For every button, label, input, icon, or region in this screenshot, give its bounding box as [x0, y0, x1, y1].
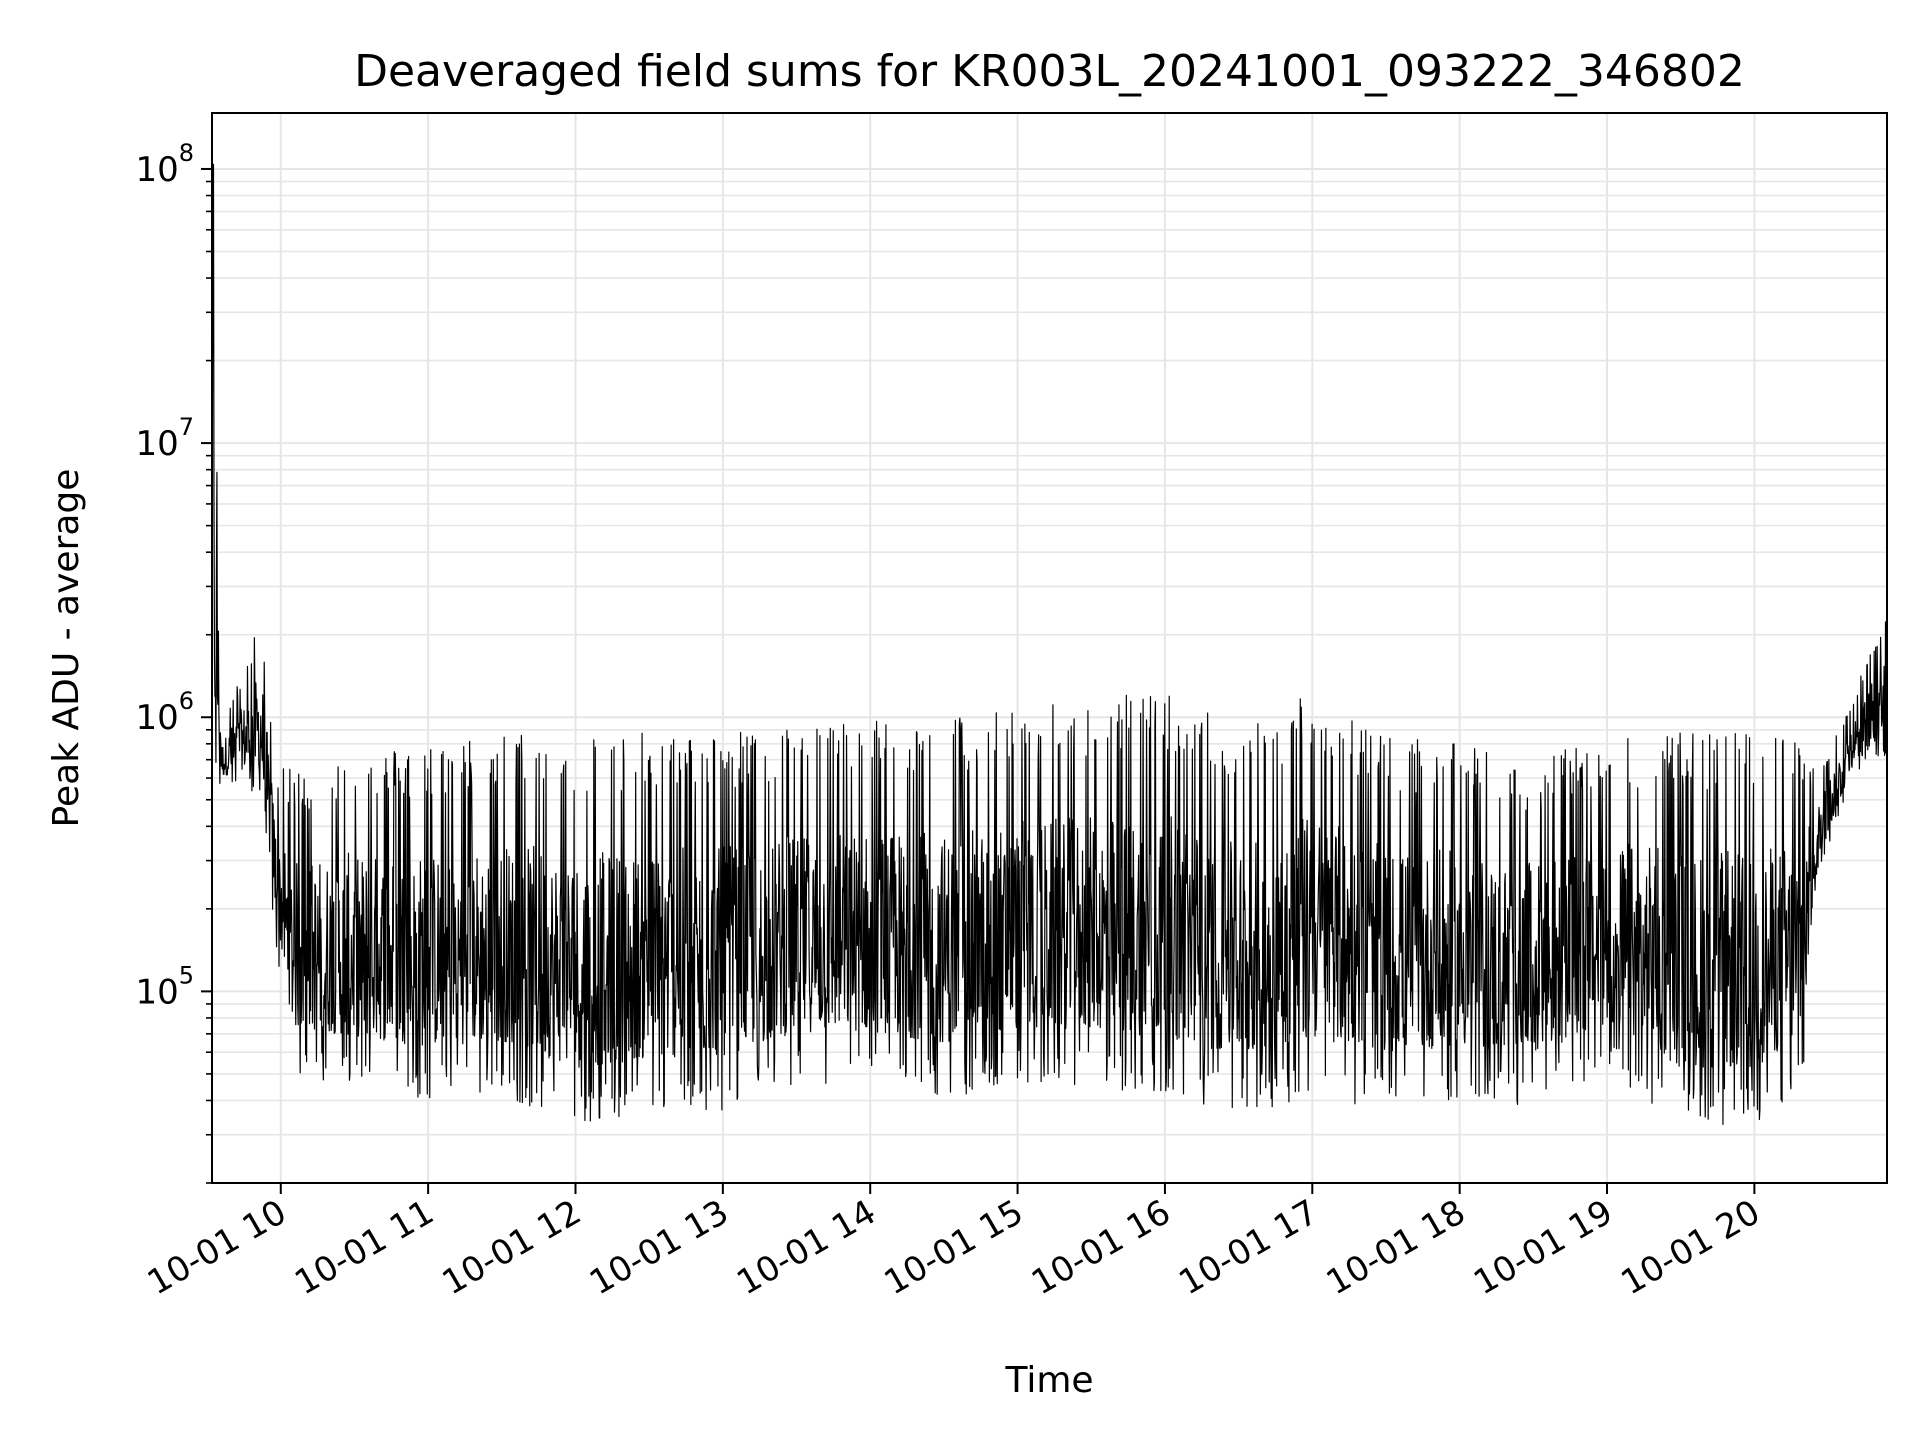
- chart-title: Deaveraged field sums for KR003L_2024100…: [354, 46, 1745, 97]
- axes-frame: [211, 112, 1888, 1184]
- y-axis-label: Peak ADU - average: [46, 469, 87, 828]
- y-tick-label: 105: [135, 961, 194, 1012]
- y-tick-label: 108: [135, 139, 194, 190]
- x-axis-label: Time: [1004, 1360, 1093, 1401]
- series-line: [212, 163, 1887, 1125]
- plot-area: [212, 163, 1887, 1125]
- y-tick-label: 107: [135, 413, 194, 464]
- y-tick-label: 106: [135, 687, 194, 738]
